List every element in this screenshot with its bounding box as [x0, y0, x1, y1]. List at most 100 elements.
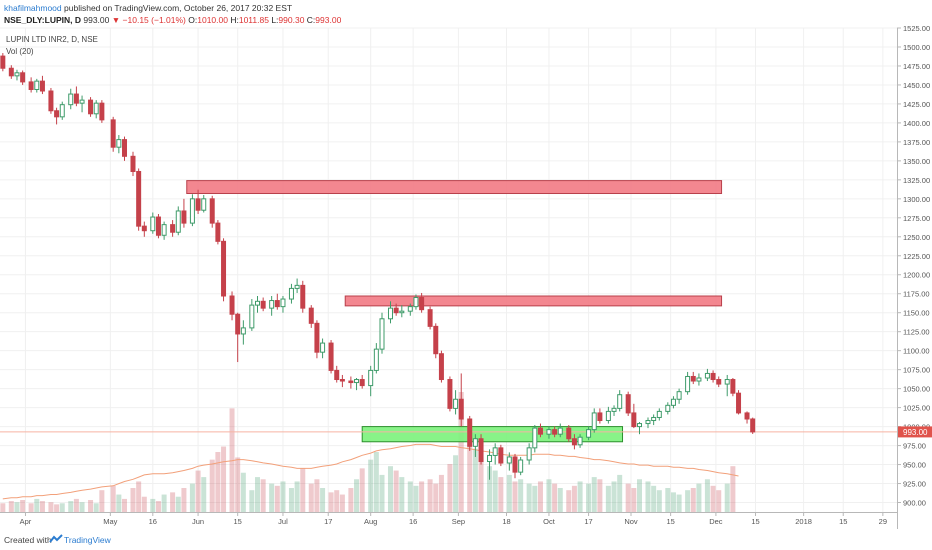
candle-body: [546, 429, 552, 435]
price-chart[interactable]: 1525.00 1500.00 1475.00 1450.00 1425.00 1400.…: [0, 0, 932, 530]
volume-bar: [130, 488, 136, 512]
candle: [359, 374, 365, 389]
candle-body: [240, 327, 246, 335]
candle-body: [611, 407, 617, 412]
candle: [280, 296, 286, 313]
candle: [320, 338, 326, 359]
volume-bar: [249, 490, 255, 512]
y-tick-label: 950.00: [903, 461, 926, 470]
volume-bar: [597, 479, 603, 512]
x-tick-label: Oct: [543, 517, 556, 526]
volume-bar: [269, 483, 275, 512]
candle-body: [577, 436, 583, 446]
y-tick-label: 1350.00: [903, 157, 930, 166]
candle: [571, 434, 577, 450]
volume-bar: [99, 490, 105, 512]
volume-bar: [161, 494, 167, 512]
author-link[interactable]: khafilmahmood: [4, 3, 62, 13]
y-tick-label: 1025.00: [903, 404, 930, 413]
volume-bar: [433, 483, 439, 512]
volume-bar: [274, 485, 280, 512]
volume-bar: [254, 477, 260, 512]
candle-body: [651, 416, 657, 422]
candle: [716, 376, 722, 388]
volume-bar: [39, 501, 45, 512]
candle: [249, 299, 255, 331]
candle-body: [328, 342, 334, 371]
y-tick-label: 1250.00: [903, 233, 930, 242]
candle: [685, 371, 691, 395]
candle: [150, 212, 156, 234]
candle: [552, 426, 558, 438]
volume-bar: [730, 466, 736, 512]
candle-body: [209, 198, 215, 224]
volume-legend[interactable]: Vol (20): [6, 47, 34, 56]
y-tick-label: 925.00: [903, 480, 926, 489]
candle: [48, 87, 54, 114]
candle-body: [566, 427, 572, 440]
volume-bar: [557, 488, 563, 512]
candle: [407, 303, 413, 316]
candle: [724, 374, 730, 397]
y-tick-label: 1475.00: [903, 62, 930, 71]
instrument-legend[interactable]: LUPIN LTD INR2, D, NSE: [6, 35, 98, 44]
candle-body: [736, 392, 742, 414]
time-axis[interactable]: Apr May 16 Jun 15 Jul 17 Aug 16 Sep 18 Oct 17 Nov 15 De…: [20, 512, 887, 526]
candle: [625, 391, 631, 416]
x-tick-label: May: [103, 517, 117, 526]
candle: [631, 403, 637, 429]
x-tick-label: 15: [839, 517, 847, 526]
candle-body: [537, 427, 543, 435]
candle-body: [254, 300, 260, 306]
candles: [0, 53, 756, 480]
volume-bar: [506, 474, 512, 512]
x-tick-label: Dec: [709, 517, 723, 526]
candle-body: [294, 284, 300, 289]
candle: [274, 293, 280, 310]
candle-body: [453, 398, 459, 409]
volume-bar: [546, 479, 552, 512]
candle-body: [625, 394, 631, 414]
volume-bar: [670, 492, 676, 512]
y-tick-label: 1375.00: [903, 138, 930, 147]
volume-bar: [458, 392, 464, 512]
x-tick-label: 15: [234, 517, 242, 526]
candle: [645, 417, 651, 429]
volume-bar: [393, 470, 399, 512]
candle: [8, 65, 14, 79]
candle: [512, 453, 518, 479]
candle: [201, 195, 207, 213]
plot-background[interactable]: [0, 28, 897, 529]
footer: Created with TradingView: [0, 530, 932, 550]
candle: [116, 135, 122, 154]
symbol-name[interactable]: NSE_DLY:LUPIN, D: [4, 15, 81, 25]
candle: [79, 95, 85, 113]
volume-bar: [605, 485, 611, 512]
candle-body: [181, 210, 187, 224]
candle: [676, 388, 682, 404]
candle: [34, 78, 40, 93]
close-value: 993.00: [315, 15, 342, 25]
volume-bar: [676, 494, 682, 512]
volume-bar: [201, 477, 207, 512]
candle: [269, 296, 275, 316]
candle-body: [586, 429, 592, 438]
y-tick-label: 1525.00: [903, 24, 930, 33]
y-tick-label: 1150.00: [903, 309, 930, 318]
candle-body: [696, 377, 702, 382]
candle: [518, 456, 524, 476]
y-tick-label: 1100.00: [903, 347, 930, 356]
candle: [696, 373, 702, 386]
volume-bar: [79, 502, 85, 512]
volume-bar: [379, 474, 385, 512]
y-tick-label: 1125.00: [903, 328, 930, 337]
candle-body: [348, 380, 354, 384]
volume-bar: [150, 498, 156, 512]
candle: [308, 305, 314, 328]
volume-bar: [537, 481, 543, 512]
close-label: C:: [306, 15, 316, 25]
candle: [611, 405, 617, 416]
tradingview-brand[interactable]: TradingView: [64, 535, 111, 545]
support-zone: [361, 426, 624, 443]
candle: [0, 53, 6, 72]
